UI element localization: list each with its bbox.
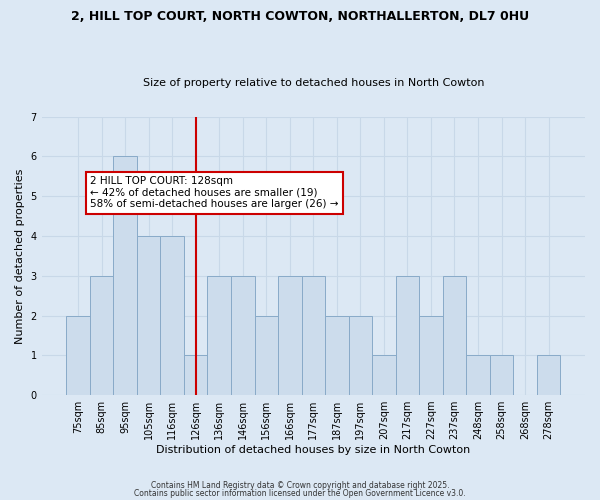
Bar: [325, 316, 349, 395]
Text: 2, HILL TOP COURT, NORTH COWTON, NORTHALLERTON, DL7 0HU: 2, HILL TOP COURT, NORTH COWTON, NORTHAL…: [71, 10, 529, 23]
Bar: [113, 156, 137, 395]
Bar: [231, 276, 254, 395]
Bar: [278, 276, 302, 395]
Bar: [184, 356, 208, 395]
Bar: [254, 316, 278, 395]
Text: Contains HM Land Registry data © Crown copyright and database right 2025.: Contains HM Land Registry data © Crown c…: [151, 481, 449, 490]
Bar: [302, 276, 325, 395]
Bar: [443, 276, 466, 395]
Bar: [490, 356, 513, 395]
Bar: [419, 316, 443, 395]
Text: Contains public sector information licensed under the Open Government Licence v3: Contains public sector information licen…: [134, 488, 466, 498]
Bar: [160, 236, 184, 395]
Bar: [372, 356, 395, 395]
Bar: [349, 316, 372, 395]
Y-axis label: Number of detached properties: Number of detached properties: [15, 168, 25, 344]
Bar: [466, 356, 490, 395]
Title: Size of property relative to detached houses in North Cowton: Size of property relative to detached ho…: [143, 78, 484, 88]
X-axis label: Distribution of detached houses by size in North Cowton: Distribution of detached houses by size …: [156, 445, 470, 455]
Bar: [90, 276, 113, 395]
Bar: [208, 276, 231, 395]
Bar: [137, 236, 160, 395]
Bar: [537, 356, 560, 395]
Bar: [395, 276, 419, 395]
Text: 2 HILL TOP COURT: 128sqm
← 42% of detached houses are smaller (19)
58% of semi-d: 2 HILL TOP COURT: 128sqm ← 42% of detach…: [90, 176, 338, 210]
Bar: [67, 316, 90, 395]
